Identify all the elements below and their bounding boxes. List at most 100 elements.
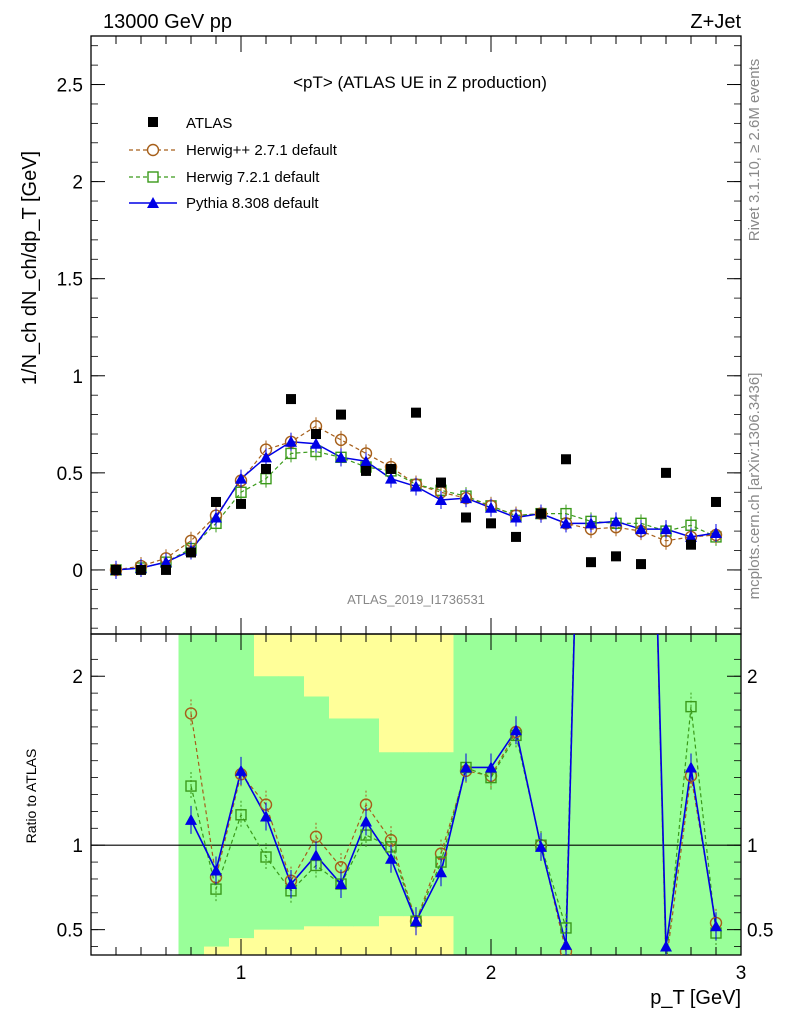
main-point-3: [335, 451, 347, 463]
legend-label-pythia: Pythia 8.308 default: [186, 195, 319, 212]
main-ytick-label: 2: [72, 173, 83, 194]
main-point-0: [161, 564, 171, 575]
main-point-3: [385, 472, 397, 484]
ratio-point-2: [510, 724, 522, 736]
legend-marker-herwigpp: [146, 143, 160, 157]
ratio-band-green: [403, 752, 429, 917]
ratio-point-2: [210, 864, 222, 876]
mcplots-label: mcplots.cern.ch [arXiv:1306.3436]: [746, 373, 763, 600]
main-ytick-label: 1: [72, 367, 83, 388]
ratio-point-1: [185, 780, 197, 792]
main-point-0: [586, 557, 596, 568]
main-plot-series: [109, 394, 723, 579]
main-ytick-label: 2.5: [57, 76, 83, 97]
main-point-0: [386, 463, 396, 474]
ratio-point-1: [661, 958, 671, 968]
main-point-0: [261, 463, 271, 474]
ratio-band-green: [578, 634, 604, 955]
ratio-uncertainty-bands: [178, 634, 741, 955]
main-line-1: [115, 425, 717, 571]
ratio-point-1: [685, 700, 697, 713]
main-point-0: [536, 508, 546, 519]
ratio-band-green: [528, 634, 554, 955]
main-point-3: [260, 451, 272, 463]
main-point-0: [636, 559, 646, 570]
ratio-point-0: [184, 707, 198, 720]
main-point-0: [361, 465, 371, 476]
ratio-point-2: [460, 761, 472, 773]
ratio-ytick-label-left: 0.5: [57, 921, 83, 942]
ratio-point-2: [235, 764, 247, 776]
ratio-point-1: [260, 851, 272, 863]
rivet-version-label: Rivet 3.1.10, ≥ 2.6M events: [746, 59, 763, 242]
main-point-0: [436, 477, 446, 488]
main-line-2: [115, 450, 717, 571]
ratio-band-green: [628, 634, 654, 955]
x-tick-label: 1: [236, 963, 247, 984]
ratio-point-2: [335, 878, 347, 890]
main-point-3: [435, 494, 447, 506]
main-point-0: [111, 564, 121, 575]
ratio-band-green: [603, 634, 629, 955]
ratio-point-2: [410, 915, 422, 927]
ratio-point-2: [660, 940, 672, 952]
x-tick-label: 2: [486, 963, 497, 984]
legend-label-herwigpp: Herwig++ 2.7.1 default: [186, 142, 338, 159]
main-point-3: [285, 435, 297, 447]
header-right: Z+Jet: [690, 11, 741, 33]
ratio-line-1: [190, 634, 717, 955]
ratio-point-1: [235, 809, 247, 821]
ratio-point-0: [661, 958, 672, 969]
main-point-3: [235, 472, 247, 484]
ratio-band-green: [653, 634, 679, 955]
legend-label-atlas: ATLAS: [186, 115, 232, 132]
ratio-ytick-label-right: 0.5: [747, 921, 773, 942]
ratio-point-2: [310, 849, 322, 861]
main-ytick-label: 0: [72, 561, 83, 582]
main-point-3: [310, 437, 322, 449]
main-point-0: [311, 429, 321, 440]
legend: ATLAS Herwig++ 2.7.1 default Herwig 7.2.…: [129, 115, 338, 212]
ratio-plot-axes: 0.5 0.5 1 1 2 2 1 2 3: [57, 633, 773, 984]
ratio-ytick-label-left: 1: [72, 836, 83, 857]
main-point-0: [661, 467, 671, 478]
ratio-band-green: [478, 634, 504, 955]
ratio-band-green: [178, 634, 204, 955]
main-point-3: [485, 501, 497, 513]
ratio-point-2: [185, 813, 197, 825]
main-y-axis-label: 1/N_ch dN_ch/dp_T [GeV]: [19, 151, 41, 385]
main-point-3: [410, 480, 422, 492]
main-point-0: [411, 407, 421, 418]
main-point-3: [710, 527, 722, 539]
ratio-point-2: [435, 866, 447, 878]
ratio-band-green: [678, 634, 704, 955]
ratio-point-2: [535, 840, 547, 852]
main-plot-axes: 0 0.5 1 1.5 2 2.5: [57, 35, 742, 635]
ratio-ytick-label-left: 2: [72, 667, 83, 688]
main-point-1: [334, 433, 348, 447]
ratio-point-2: [260, 810, 272, 822]
main-point-0: [711, 496, 721, 507]
main-point-3: [685, 530, 697, 542]
ratio-ytick-label-right: 1: [747, 836, 758, 857]
main-point-3: [210, 511, 222, 523]
ratio-band-green: [453, 634, 479, 955]
ratio-band-green: [503, 634, 529, 955]
ratio-point-2: [360, 815, 372, 827]
main-point-0: [336, 409, 346, 420]
ratio-point-2: [285, 878, 297, 890]
analysis-watermark: ATLAS_2019_I1736531: [347, 592, 485, 607]
legend-marker-atlas: [148, 117, 158, 127]
legend-label-herwig7: Herwig 7.2.1 default: [186, 169, 320, 186]
main-point-3: [160, 556, 172, 568]
main-point-3: [635, 523, 647, 535]
main-point-0: [211, 496, 221, 507]
main-point-0: [136, 564, 146, 575]
header-left: 13000 GeV pp: [103, 11, 232, 33]
x-axis-label: p_T [GeV]: [650, 987, 741, 1009]
ratio-band-green: [303, 696, 329, 927]
main-point-3: [560, 517, 572, 529]
ratio-point-2: [485, 761, 497, 773]
main-point-0: [561, 454, 571, 465]
